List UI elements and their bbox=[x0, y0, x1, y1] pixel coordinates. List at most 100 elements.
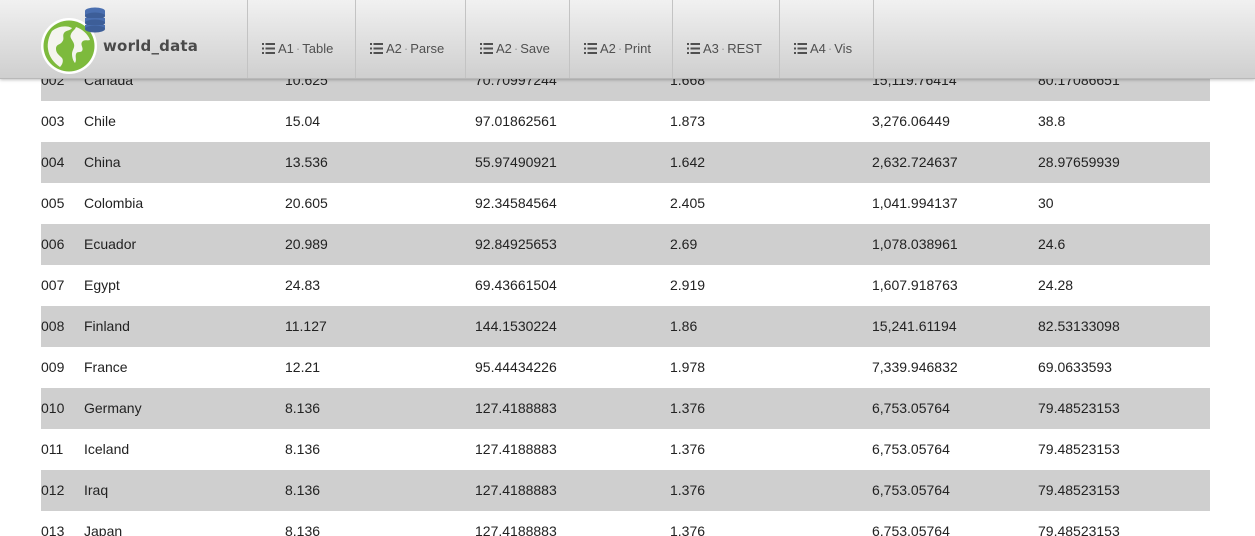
row-value-e: 79.48523153 bbox=[1038, 400, 1120, 416]
table-row: 007 Egypt 24.83 69.43661504 2.919 1,607.… bbox=[41, 265, 1210, 306]
tab-a2-save[interactable]: A2 · Save bbox=[465, 0, 570, 78]
row-value-c: 1.86 bbox=[670, 318, 698, 334]
tab-a1-table[interactable]: A1 · Table bbox=[247, 0, 356, 78]
globe-icon bbox=[41, 18, 97, 74]
row-country-name: France bbox=[84, 359, 128, 375]
row-id: 007 bbox=[41, 277, 65, 293]
row-country-name: Chile bbox=[84, 113, 116, 129]
database-icon bbox=[85, 7, 105, 33]
nav-divider bbox=[873, 0, 874, 78]
row-value-a: 15.04 bbox=[285, 113, 321, 129]
row-value-a: 12.21 bbox=[285, 359, 321, 375]
row-value-a: 8.136 bbox=[285, 441, 321, 457]
list-icon bbox=[687, 42, 700, 54]
row-value-d: 2,632.724637 bbox=[872, 154, 958, 170]
row-value-d: 1,078.038961 bbox=[872, 236, 958, 252]
row-country-name: Japan bbox=[84, 523, 123, 536]
tab-id: A1 bbox=[278, 41, 294, 56]
tab-separator: · bbox=[403, 41, 409, 56]
brand-logo-link[interactable]: world_data bbox=[40, 7, 240, 75]
row-value-d: 3,276.06449 bbox=[872, 113, 950, 129]
row-value-a: 11.127 bbox=[285, 318, 327, 334]
row-value-a: 13.536 bbox=[285, 154, 328, 170]
row-value-b: 144.1530224 bbox=[475, 318, 557, 334]
tab-label: Table bbox=[302, 41, 334, 56]
row-country-name: Iceland bbox=[84, 441, 130, 457]
row-value-c: 2.405 bbox=[670, 195, 706, 211]
tab-separator: · bbox=[295, 41, 301, 56]
list-icon bbox=[794, 42, 807, 54]
table-row: 005 Colombia 20.605 92.34584564 2.405 1,… bbox=[41, 183, 1210, 224]
row-id: 003 bbox=[41, 113, 65, 129]
row-value-e: 69.0633593 bbox=[1038, 359, 1112, 375]
tab-id: A4 bbox=[810, 41, 826, 56]
table-row: 011 Iceland 8.136 127.4188883 1.376 6,75… bbox=[41, 429, 1210, 470]
row-country-name: Iraq bbox=[84, 482, 109, 498]
row-value-c: 1.376 bbox=[670, 400, 706, 416]
row-value-e: 82.53133098 bbox=[1038, 318, 1120, 334]
tab-label: REST bbox=[727, 41, 762, 56]
row-value-c: 2.69 bbox=[670, 236, 698, 252]
row-value-c: 1.978 bbox=[670, 359, 706, 375]
tab-id: A2 bbox=[386, 41, 402, 56]
table-row: 013 Japan 8.136 127.4188883 1.376 6,753.… bbox=[41, 511, 1210, 536]
row-value-e: 24.28 bbox=[1038, 277, 1074, 293]
row-value-a: 24.83 bbox=[285, 277, 321, 293]
row-country-name: Colombia bbox=[84, 195, 144, 211]
tab-separator: · bbox=[617, 41, 623, 56]
row-value-e: 79.48523153 bbox=[1038, 482, 1120, 498]
data-table: 002 Canada 10.625 70.70997244 1.668 15,1… bbox=[0, 59, 1255, 536]
row-id: 008 bbox=[41, 318, 65, 334]
table-row: 010 Germany 8.136 127.4188883 1.376 6,75… bbox=[41, 388, 1210, 429]
row-id: 010 bbox=[41, 400, 65, 416]
tab-separator: · bbox=[827, 41, 833, 56]
row-value-b: 127.4188883 bbox=[475, 523, 557, 536]
row-value-e: 79.48523153 bbox=[1038, 523, 1120, 536]
table-row: 009 France 12.21 95.44434226 1.978 7,339… bbox=[41, 347, 1210, 388]
table-row: 012 Iraq 8.136 127.4188883 1.376 6,753.0… bbox=[41, 470, 1210, 511]
tab-a4-vis[interactable]: A4 · Vis bbox=[779, 0, 874, 78]
row-value-c: 2.919 bbox=[670, 277, 706, 293]
tab-label: Vis bbox=[834, 41, 853, 56]
table-row: 003 Chile 15.04 97.01862561 1.873 3,276.… bbox=[41, 101, 1210, 142]
row-value-e: 79.48523153 bbox=[1038, 441, 1120, 457]
row-value-c: 1.376 bbox=[670, 482, 706, 498]
tab-id: A3 bbox=[703, 41, 719, 56]
row-value-b: 55.97490921 bbox=[475, 154, 557, 170]
row-value-b: 127.4188883 bbox=[475, 441, 557, 457]
list-icon bbox=[262, 42, 275, 54]
row-value-c: 1.376 bbox=[670, 523, 706, 536]
row-country-name: China bbox=[84, 154, 121, 170]
row-value-d: 1,041.994137 bbox=[872, 195, 958, 211]
tab-separator: · bbox=[513, 41, 519, 56]
row-value-b: 92.34584564 bbox=[475, 195, 557, 211]
tab-a2-parse[interactable]: A2 · Parse bbox=[355, 0, 466, 78]
row-value-a: 8.136 bbox=[285, 523, 321, 536]
row-value-d: 7,339.946832 bbox=[872, 359, 958, 375]
row-value-d: 6,753.05764 bbox=[872, 482, 950, 498]
row-id: 012 bbox=[41, 482, 65, 498]
row-value-e: 38.8 bbox=[1038, 113, 1066, 129]
row-value-a: 20.989 bbox=[285, 236, 328, 252]
table-row: 004 China 13.536 55.97490921 1.642 2,632… bbox=[41, 142, 1210, 183]
row-value-b: 97.01862561 bbox=[475, 113, 557, 129]
row-value-d: 6,753.05764 bbox=[872, 441, 950, 457]
list-icon bbox=[584, 42, 597, 54]
row-value-e: 28.97659939 bbox=[1038, 154, 1120, 170]
row-value-b: 127.4188883 bbox=[475, 482, 557, 498]
row-value-b: 95.44434226 bbox=[475, 359, 557, 375]
row-id: 006 bbox=[41, 236, 65, 252]
tab-label: Print bbox=[624, 41, 651, 56]
row-id: 011 bbox=[41, 441, 64, 457]
row-value-d: 1,607.918763 bbox=[872, 277, 958, 293]
tab-a2-print[interactable]: A2 · Print bbox=[569, 0, 673, 78]
tab-separator: · bbox=[720, 41, 726, 56]
brand-name: world_data bbox=[103, 37, 199, 55]
row-id: 005 bbox=[41, 195, 65, 211]
tab-a3-rest[interactable]: A3 · REST bbox=[672, 0, 780, 78]
row-value-b: 69.43661504 bbox=[475, 277, 557, 293]
list-icon bbox=[370, 42, 383, 54]
row-id: 013 bbox=[41, 523, 65, 536]
row-value-d: 6,753.05764 bbox=[872, 400, 950, 416]
tab-id: A2 bbox=[600, 41, 616, 56]
